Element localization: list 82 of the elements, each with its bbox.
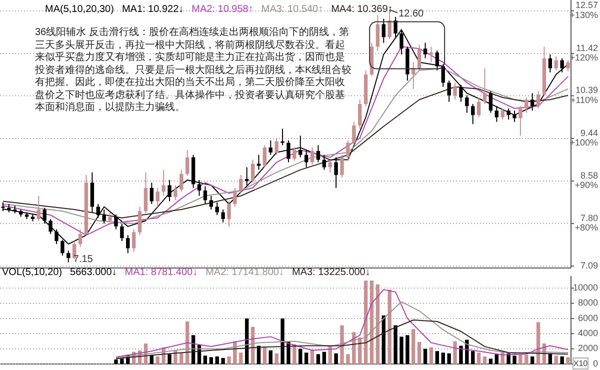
bar <box>382 315 386 364</box>
y-tick-label: 8.58 <box>580 170 598 180</box>
bar <box>340 325 344 364</box>
y-tick-label: 6000 <box>578 312 598 323</box>
annotation: 7.15 <box>73 254 94 265</box>
bar <box>417 342 422 364</box>
bar <box>316 354 320 364</box>
bar <box>262 346 267 364</box>
y-tick-label: 0 <box>592 358 598 368</box>
bar <box>447 353 451 364</box>
bar <box>459 346 463 364</box>
bar <box>400 336 404 364</box>
bar <box>476 352 481 364</box>
y2-tick-label: +80% <box>574 222 598 233</box>
bar <box>215 356 219 364</box>
bar <box>114 359 118 364</box>
bar <box>471 351 475 364</box>
y-tick-label: 9.44 <box>580 128 598 138</box>
bar <box>453 341 457 364</box>
bar <box>488 358 493 364</box>
y-tick-label: 11.42 <box>576 43 598 54</box>
y-tick-label: 8000 <box>578 298 598 308</box>
bar <box>304 352 308 364</box>
text: MA4: 10.369↑ <box>331 4 393 15</box>
legend-title: MA(5,10,20,30) <box>45 4 114 15</box>
bar <box>566 357 570 364</box>
bar <box>423 348 428 364</box>
bar <box>180 352 184 364</box>
y-tick-label: 4000 <box>578 328 598 338</box>
bar <box>406 335 410 364</box>
bar <box>394 325 398 364</box>
text: X10 <box>573 359 588 368</box>
bar <box>174 350 178 364</box>
bar <box>156 356 160 364</box>
bar <box>494 354 498 364</box>
bar <box>209 357 213 364</box>
y2-tick-label: +110% <box>570 95 598 106</box>
bar <box>120 358 124 364</box>
bar <box>412 329 416 364</box>
bar <box>322 352 326 364</box>
line-series <box>115 320 569 360</box>
bar <box>376 284 380 364</box>
legend-title: VOL(5,10,20) <box>2 267 62 278</box>
text: 5663.000↓ <box>70 267 117 278</box>
bar <box>346 354 350 364</box>
bar <box>221 358 225 364</box>
y-tick-label: 12.57 <box>575 0 598 10</box>
y-tick-label: 7.80 <box>580 212 598 223</box>
text: MA1: 10.922↓ <box>122 4 184 15</box>
y-tick-label: 7.09 <box>580 260 598 270</box>
bar <box>268 350 272 364</box>
bar <box>512 356 516 364</box>
text: MA3: 10.540↑ <box>261 4 324 15</box>
bar <box>227 356 231 364</box>
bar <box>239 352 243 364</box>
line-series <box>115 289 569 358</box>
bar <box>334 353 338 364</box>
y-tick-label: 10000 <box>572 282 598 293</box>
bar <box>274 353 278 364</box>
y-tick-label: 2000 <box>578 343 598 354</box>
bar <box>506 353 510 364</box>
text: MA1: 8781.400↓ <box>124 267 198 278</box>
bar <box>298 348 302 364</box>
bar <box>280 318 284 364</box>
annotation: 36线阳辅水 反击滑行线：股价在高档连续走出两根顺沿向下的阴线，第三天多头展开反击，再拉一根中大阳线，将前两根阴线尽数吞没。看起来似乎买盘力度又有增强，实质却可能是主力正在拉高出货，因而也是投资者难得的逃命线。只要是后一根大阳线之后再拉阴线，本K线组合较有把握。因此，即使在拉出大阳的当天不出局，第二天股价降至大阳收盘价之下时也应考虑获利了结。具体操作中，投资者要认真研究个股基本面和消息面，以提防主力骗线。 <box>35 27 353 114</box>
bar <box>554 356 558 364</box>
text: MA2: 17141.800↓ <box>206 267 284 278</box>
y2-tick-label: +90% <box>574 180 598 190</box>
bar <box>203 356 208 364</box>
bar <box>524 354 528 364</box>
y-tick-label: 10.39 <box>575 85 598 96</box>
bar <box>441 352 445 364</box>
bar <box>530 356 534 364</box>
bar <box>482 356 487 364</box>
bar <box>388 290 392 364</box>
bar <box>168 354 172 364</box>
bar <box>435 351 440 364</box>
text: MA2: 10.958↑ <box>192 4 254 15</box>
text: MA3: 13225.000↓ <box>292 267 370 278</box>
bar <box>560 356 564 364</box>
bar <box>429 347 434 364</box>
annotation: 12.60 <box>398 8 424 20</box>
